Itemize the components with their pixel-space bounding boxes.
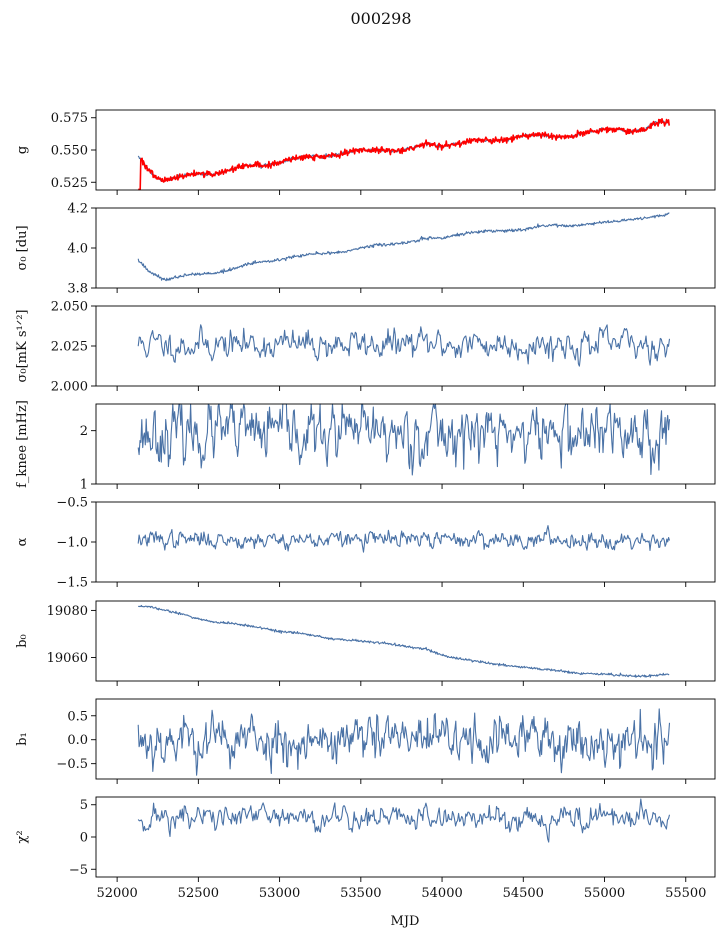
figure-title: 000298 <box>350 9 411 28</box>
y-axis-label: χ² <box>15 830 30 843</box>
y-tick-label: −0.5 <box>56 496 88 511</box>
y-tick-label: 0.5 <box>67 709 88 724</box>
y-tick-label: 2.000 <box>51 380 88 395</box>
y-tick-label: 2 <box>80 424 88 439</box>
y-tick-label: 0.525 <box>51 176 88 191</box>
series-line-2-0 <box>137 324 671 367</box>
y-tick-label: 2.025 <box>51 340 88 355</box>
y-tick-label: 1 <box>80 478 88 493</box>
x-tick-label: 53500 <box>340 886 381 901</box>
series-line-5-0 <box>137 604 670 678</box>
panel-1: 3.8 4.0 4.2 σ₀ [du] <box>15 202 716 297</box>
y-axis-label: b₁ <box>15 732 30 746</box>
y-tick-label: −0.5 <box>56 757 88 772</box>
x-tick-label: 52000 <box>96 886 137 901</box>
series-line-7-0 <box>137 798 671 843</box>
y-tick-label: 2.050 <box>51 300 88 315</box>
x-tick-label: 54500 <box>503 886 544 901</box>
panel-0: 0.525 0.550 0.575 g <box>15 109 716 195</box>
x-tick-label: 55000 <box>584 886 625 901</box>
axes-frame <box>95 403 716 485</box>
y-tick-label: 0 <box>80 831 88 846</box>
y-tick-label: 19060 <box>47 651 88 666</box>
axes-frame <box>95 698 716 780</box>
y-axis-label: b₀ <box>15 634 30 648</box>
y-tick-label: 19080 <box>47 604 88 619</box>
y-tick-label: 0.550 <box>51 144 88 159</box>
axes-frame <box>95 600 716 682</box>
panel-6: −0.5 0.0 0.5 b₁ <box>15 698 716 784</box>
y-tick-label: −5 <box>69 863 88 878</box>
panel-4: −1.5 −1.0 −0.5 α <box>15 496 716 591</box>
y-tick-label: 4.0 <box>67 242 88 257</box>
y-tick-label: −1.5 <box>56 576 88 591</box>
series-line-6-0 <box>137 708 671 776</box>
y-tick-label: 0.0 <box>67 733 88 748</box>
y-tick-label: 3.8 <box>67 282 88 297</box>
y-axis-label: g <box>15 146 30 154</box>
panel-2: 2.000 2.025 2.050 σ₀[mK s¹ᐟ²] <box>15 300 716 395</box>
y-tick-label: 5 <box>80 798 88 813</box>
x-tick-label: 53000 <box>259 886 300 901</box>
y-axis-label: f_knee [mHz] <box>15 400 30 488</box>
y-tick-label: 0.575 <box>51 111 88 126</box>
series-line-3-0 <box>137 403 671 476</box>
y-axis-label: σ₀[mK s¹ᐟ²] <box>15 310 30 383</box>
panel-5: 19060 19080 b₀ <box>15 600 716 686</box>
panel-7: −5 0 5 52000 52500 53000 53500 54000 54500 55000 5… <box>15 796 716 901</box>
y-axis-label: σ₀ [du] <box>15 225 30 270</box>
series-line-1-0 <box>137 212 670 282</box>
series-line-4-0 <box>137 525 671 553</box>
panel-3: 1 2 f_knee [mHz] <box>15 400 716 493</box>
x-axis-label: MJD <box>391 914 420 929</box>
x-tick-label: 55500 <box>665 886 706 901</box>
axes-frame <box>95 796 716 878</box>
x-tick-label: 52500 <box>178 886 219 901</box>
y-tick-label: 4.2 <box>67 202 88 217</box>
x-tick-label: 54000 <box>421 886 462 901</box>
y-tick-label: −1.0 <box>56 536 88 551</box>
y-axis-label: α <box>15 537 30 546</box>
series-line-0-1 <box>138 118 670 191</box>
